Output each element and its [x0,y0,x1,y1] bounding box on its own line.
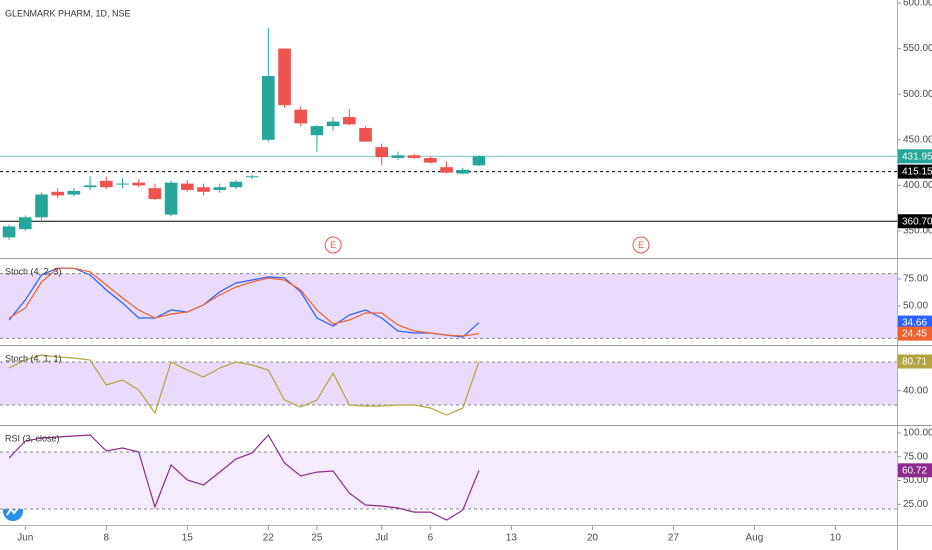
candle-body [2,226,16,238]
candle-body [294,109,308,124]
candle-body [456,169,470,174]
price-label: 34.66 [902,318,927,329]
indicator-band [0,273,897,339]
price-label-box [898,463,932,478]
candle-body [424,158,437,163]
y-tick-label: 400.00 [903,180,932,191]
indicator-line [8,267,480,337]
candle-body [148,188,162,200]
candle-body [35,194,48,218]
candle-body [343,117,356,125]
price-label-box [898,164,932,179]
candle-body [18,217,32,230]
pane-title: Stoch (4, 2, 3) [5,266,62,276]
candle-body [164,182,178,215]
earnings-marker [324,236,342,254]
pane-title: Stoch (4, 1, 1) [5,353,62,363]
x-tick-label: 25 [311,533,323,544]
candle-body [310,126,324,136]
y-tick-label: 50.00 [903,301,928,312]
candle-body [213,187,227,190]
y-tick-label: 550.00 [903,43,932,54]
price-label: 431.95 [902,151,932,162]
pane-title: RSI (3, close) [5,433,60,443]
indicator-band [0,451,897,510]
x-tick-label: 20 [587,533,599,544]
candle-body [67,190,81,195]
candle-body [407,155,421,159]
x-tick-label: Jul [375,533,388,544]
price-label: 60.72 [902,465,927,476]
earnings-label: E [330,240,336,250]
y-tick-label: 450.00 [903,134,932,145]
candle-body [359,127,372,142]
earnings-marker [632,236,650,254]
earnings-label: E [638,240,644,250]
candle-body [278,48,291,106]
candle-body [180,183,194,190]
candle-body [51,191,65,196]
x-tick-label: Aug [746,533,764,544]
y-tick-label: 75.00 [903,274,928,285]
x-tick-label: 8 [104,533,110,544]
pane-title: GLENMARK PHARM, 1D, NSE [5,8,131,18]
candle-body [116,183,129,185]
logo-mark[interactable] [6,506,20,516]
price-label-box [898,315,932,330]
price-label-box [898,149,932,164]
candle-body [391,155,405,159]
price-label-box [898,214,932,229]
y-tick-label: 600.00 [903,0,932,9]
y-tick-label: 350.00 [903,226,932,237]
candle-body [326,121,340,127]
indicator-line [8,354,480,416]
y-tick-label: 50.00 [903,475,928,486]
candle-body [440,167,453,173]
x-tick-label: 27 [668,533,680,544]
candle-body [132,182,146,186]
x-tick-label: Jun [17,533,33,544]
x-tick-label: 6 [428,533,434,544]
price-label: 80.71 [902,357,927,368]
y-tick-label: 25.00 [903,499,928,510]
price-label: 24.45 [902,329,927,340]
candle-body [229,181,243,188]
price-label: 360.70 [902,216,932,227]
price-label-box [898,326,932,341]
x-tick-label: 15 [182,533,194,544]
y-tick-label: 100.00 [903,428,932,439]
price-label-box [898,354,932,369]
x-tick-label: 13 [506,533,518,544]
indicator-line [8,433,480,521]
candle-body [197,187,210,192]
candle-body [245,176,259,178]
candle-body [375,147,389,158]
x-tick-label: 22 [263,533,275,544]
indicator-band [0,361,897,405]
candle-body [262,75,275,140]
y-tick-label: 75.00 [903,451,928,462]
candle-body [472,156,486,166]
x-tick-label: 10 [830,533,842,544]
candle-body [83,185,97,188]
candle-body [99,180,113,188]
y-tick-label: 40.00 [903,385,928,396]
price-label: 415.15 [902,167,932,178]
y-tick-label: 500.00 [903,89,932,100]
indicator-line [8,267,480,338]
